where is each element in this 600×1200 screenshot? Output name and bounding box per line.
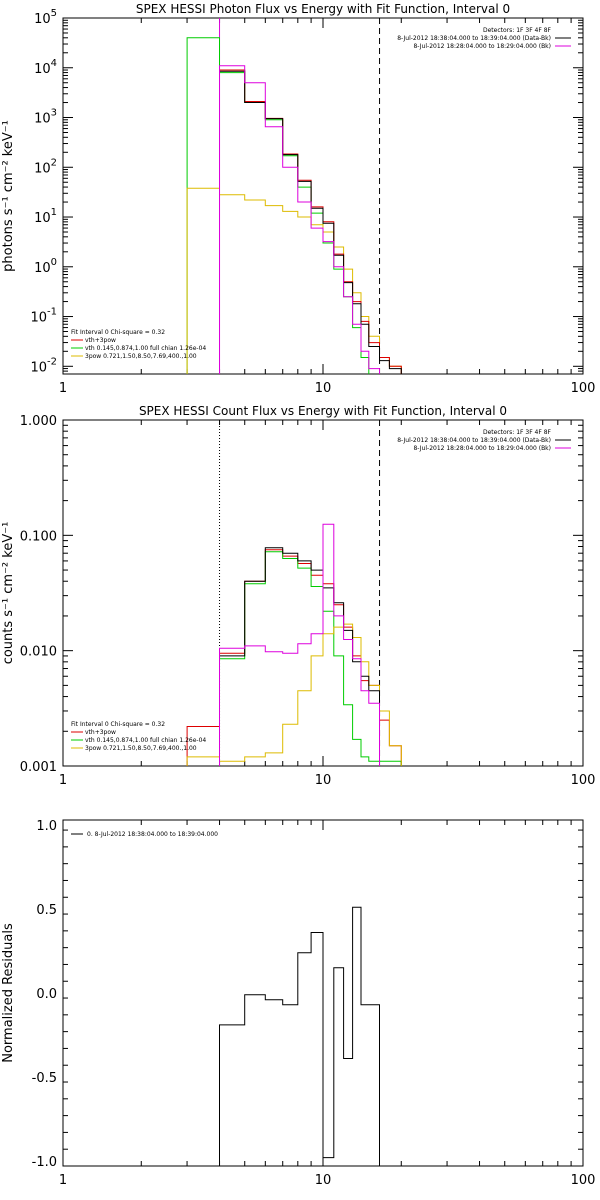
legend-top-right-text: 8-Jul-2012 18:38:04.000 to 18:39:04.000 … xyxy=(397,35,551,42)
y-tick-label: 0.100 xyxy=(20,529,57,544)
y-tick-base: 10 xyxy=(34,211,51,226)
chart-title: SPEX HESSI Photon Flux vs Energy with Fi… xyxy=(136,2,510,16)
y-tick-label: -1.0 xyxy=(32,1155,57,1170)
y-tick-label: 1.0 xyxy=(36,819,57,834)
y-tick-exponent: 4 xyxy=(51,58,57,69)
y-tick-exponent: 5 xyxy=(51,8,57,19)
series-Bk xyxy=(219,523,380,766)
legend-top-right-text: Detectors: 1F 3F 4F 8F xyxy=(483,429,552,436)
y-tick-label: 1.000 xyxy=(20,414,57,429)
chart-title: SPEX HESSI Count Flux vs Energy with Fit… xyxy=(139,404,507,418)
legend-bottom-left-text: 3pow 0.721,1.50,8.50,7.69,400.,1.00 xyxy=(85,353,197,360)
y-tick-base: 10 xyxy=(34,261,51,276)
y-tick-label: 10-2 xyxy=(30,356,57,375)
y-tick-base: 10 xyxy=(34,112,51,127)
y-axis-label: counts s⁻¹ cm⁻² keV⁻¹ xyxy=(1,522,16,665)
y-axis-label: Normalized Residuals xyxy=(1,923,16,1063)
series-Bk xyxy=(219,65,380,374)
legend-top-right-text: 8-Jul-2012 18:28:04.000 to 18:29:04.000 … xyxy=(413,43,551,50)
y-tick-label: 101 xyxy=(34,207,57,226)
panel-1: SPEX HESSI Count Flux vs Energy with Fit… xyxy=(1,404,595,788)
y-tick-exponent: -1 xyxy=(47,307,57,318)
y-axis-label: photons s⁻¹ cm⁻² keV⁻¹ xyxy=(1,120,16,272)
y-tick-label: 105 xyxy=(34,8,57,27)
x-tick-label: 100 xyxy=(571,1173,596,1188)
x-tick-label: 1 xyxy=(59,773,67,788)
series-group xyxy=(186,523,402,766)
y-tick-label: 0.010 xyxy=(20,645,57,660)
series-Data-Bk xyxy=(219,547,380,766)
y-tick-label: 0.001 xyxy=(20,760,57,775)
x-tick-label: 100 xyxy=(571,773,596,788)
x-tick-label: 10 xyxy=(315,1173,332,1188)
y-tick-label: 103 xyxy=(34,108,57,127)
y-tick-exponent: 0 xyxy=(51,257,57,268)
y-tick-base: 10 xyxy=(30,311,47,326)
legend-bottom-left-text: Fit Interval 0 Chi-square = 0.32 xyxy=(71,329,165,336)
legend-bottom-left-text: 3pow 0.721,1.50,8.50,7.69,400.,1.00 xyxy=(85,745,197,752)
series-vth xyxy=(219,551,402,766)
y-tick-label: 104 xyxy=(34,58,57,77)
y-tick-label: 100 xyxy=(34,257,57,276)
x-tick-label: 10 xyxy=(315,381,332,396)
y-tick-label: 10-1 xyxy=(30,307,57,326)
legend-bottom-left-text: Fit Interval 0 Chi-square = 0.32 xyxy=(71,721,165,728)
series-Data-Bk xyxy=(219,70,402,374)
series-group xyxy=(186,37,402,374)
panel-2: 1 10 100 -1.0 -0.5 0.0 0.5 1.0 Normalized Residu… xyxy=(1,819,595,1188)
y-tick-label: 0.0 xyxy=(36,987,57,1002)
legend-bottom-left-text: vth+3pow xyxy=(85,337,116,344)
x-tick-label: 1 xyxy=(59,1173,67,1188)
y-tick-exponent: -2 xyxy=(47,356,57,367)
series-s0 xyxy=(219,906,380,1166)
y-tick-label: 102 xyxy=(34,157,57,176)
y-tick-base: 10 xyxy=(34,62,51,77)
series-group xyxy=(219,906,380,1166)
y-tick-label: -0.5 xyxy=(32,1071,57,1086)
legend-top-right-text: 8-Jul-2012 18:28:04.000 to 18:29:04.000 … xyxy=(413,445,551,452)
y-tick-exponent: 3 xyxy=(51,108,57,119)
series-3pow xyxy=(186,623,402,766)
legend-bottom-left-text: vth 0.145,0.874,1.00 full chian 1.26e-04 xyxy=(85,345,206,352)
legend-top-right-text: Detectors: 1F 3F 4F 8F xyxy=(483,27,552,34)
y-tick-exponent: 2 xyxy=(51,157,57,168)
x-tick-label: 100 xyxy=(571,381,596,396)
legend-bottom-left-text: vth 0.145,0.874,1.00 full chian 1.26e-04 xyxy=(85,737,206,744)
legend-bottom-left-text: vth+3pow xyxy=(85,729,116,736)
panel-0: SPEX HESSI Photon Flux vs Energy with Fi… xyxy=(1,2,596,396)
y-tick-base: 10 xyxy=(34,161,51,176)
y-tick-exponent: 1 xyxy=(51,207,57,218)
x-tick-label: 1 xyxy=(59,381,67,396)
series-vth+3pow xyxy=(219,69,402,374)
y-tick-base: 10 xyxy=(30,360,47,375)
plot-frame xyxy=(62,17,584,375)
y-tick-base: 10 xyxy=(34,12,51,27)
legend-top-right-text: 8-Jul-2012 18:38:04.000 to 18:39:04.000 … xyxy=(397,437,551,444)
y-tick-label: 0.5 xyxy=(36,903,57,918)
legend-top-left-text: 0. 8-Jul-2012 18:38:04.000 to 18:39:04.0… xyxy=(87,831,218,838)
x-tick-label: 10 xyxy=(315,773,332,788)
series-3pow xyxy=(186,187,402,374)
